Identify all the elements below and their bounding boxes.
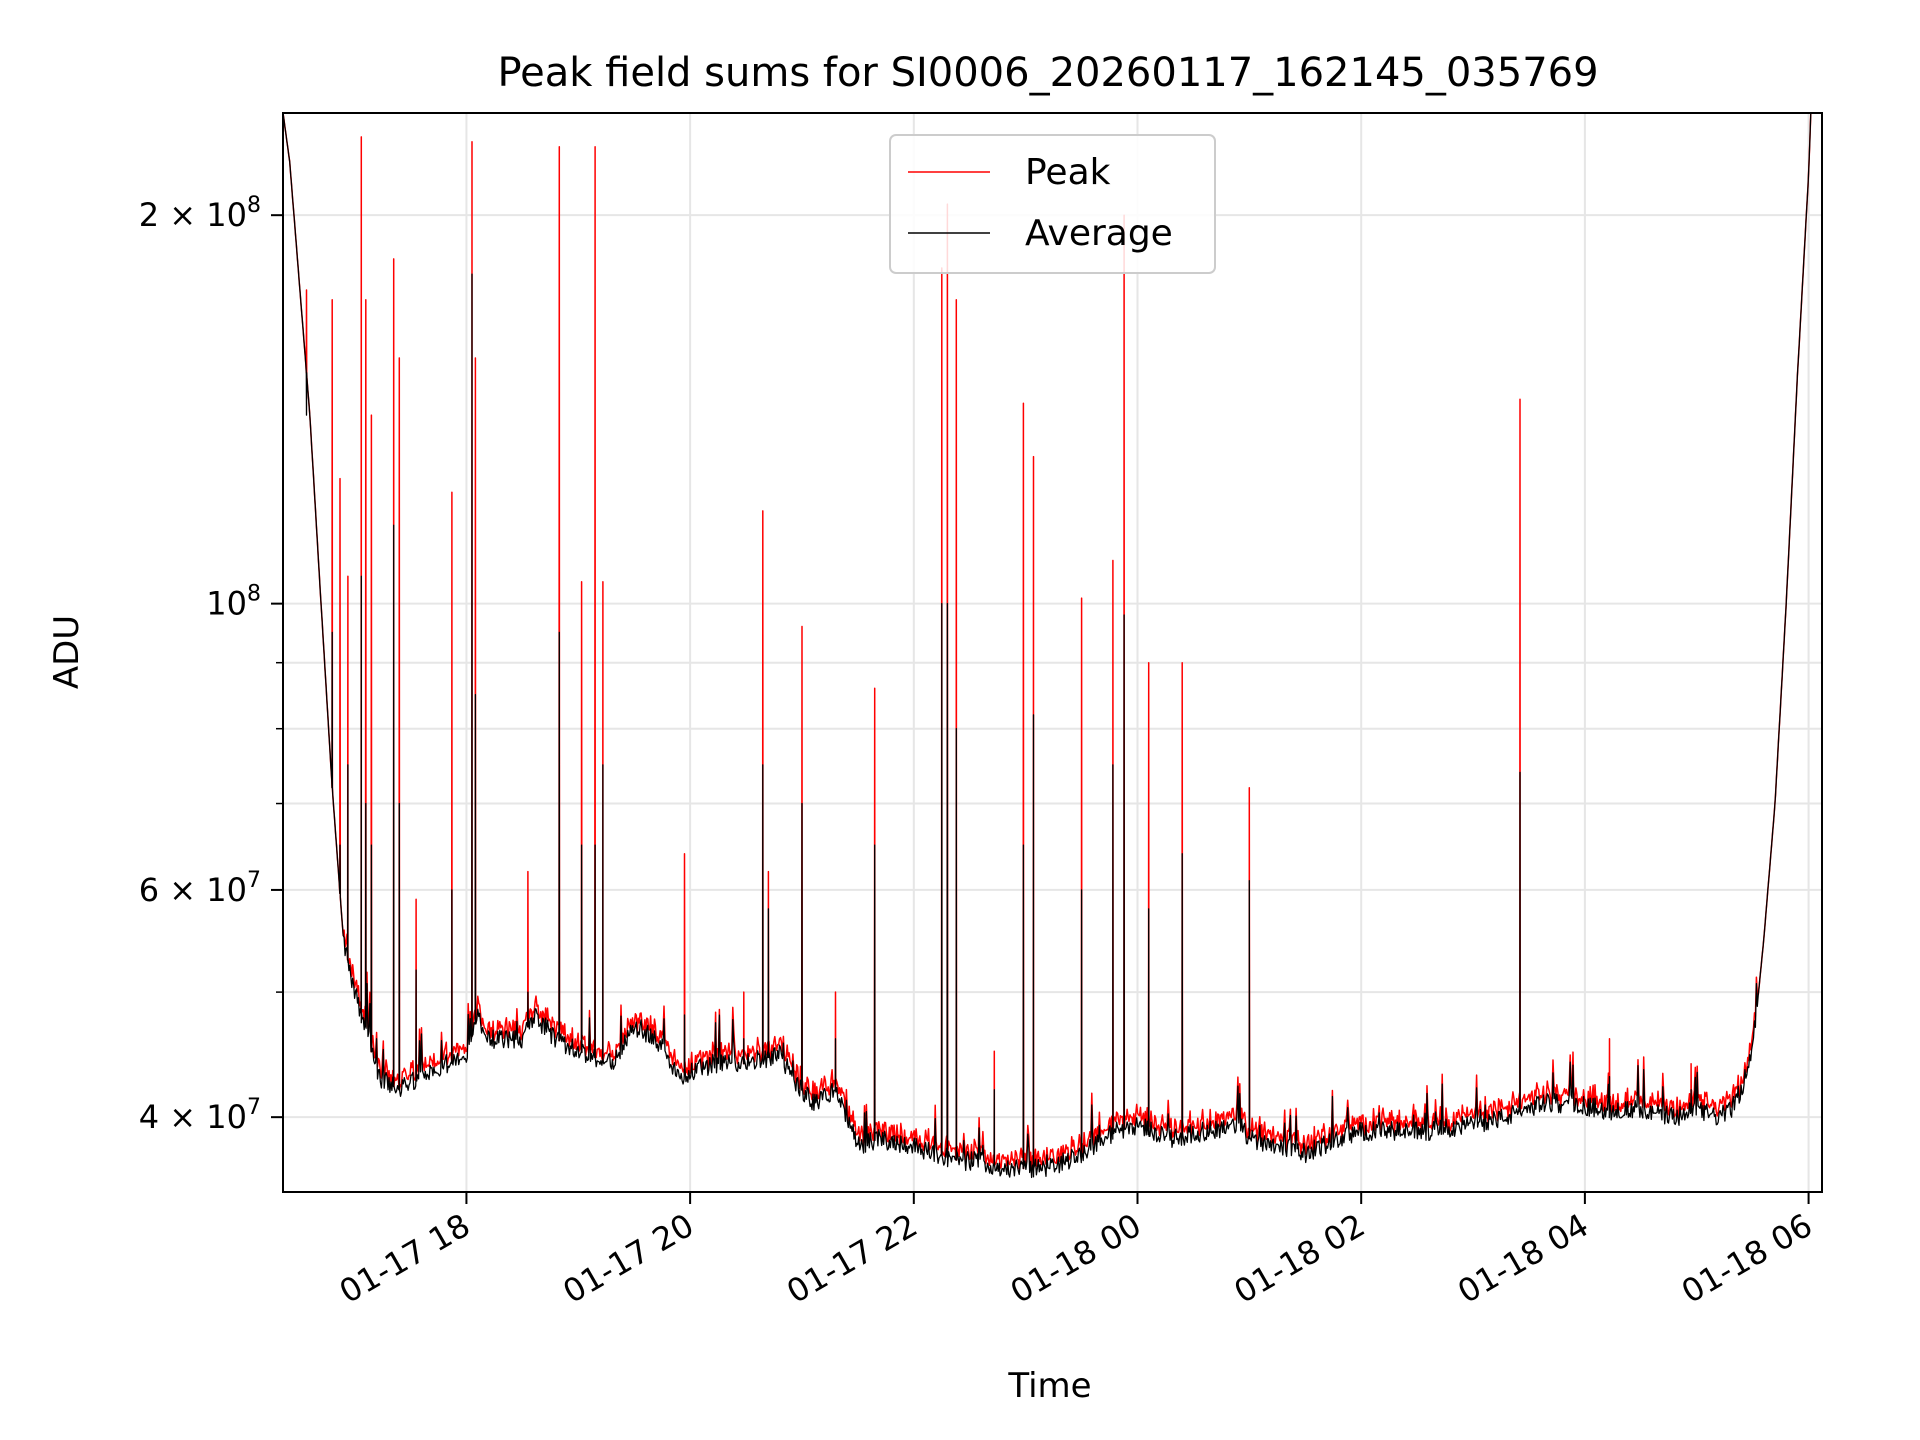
y-tick-label: 6 × 107: [139, 868, 261, 909]
series-layer: [283, 113, 1812, 1179]
y-tick-label: 4 × 107: [139, 1095, 261, 1136]
legend-label-average: Average: [1025, 213, 1173, 254]
y-axis-label: ADU: [47, 615, 87, 689]
series-line-peak: [283, 113, 1812, 1172]
legend: Peak Average: [889, 134, 1216, 274]
chart-title: Peak field sums for SI0006_20260117_1621…: [497, 50, 1598, 96]
plot-frame: [282, 112, 1823, 1193]
legend-box: [889, 134, 1216, 274]
legend-label-peak: Peak: [1025, 152, 1111, 193]
series-line-average: [283, 113, 1812, 1179]
x-axis-label: Time: [1007, 1366, 1091, 1406]
y-tick-label: 2 × 108: [139, 193, 261, 234]
